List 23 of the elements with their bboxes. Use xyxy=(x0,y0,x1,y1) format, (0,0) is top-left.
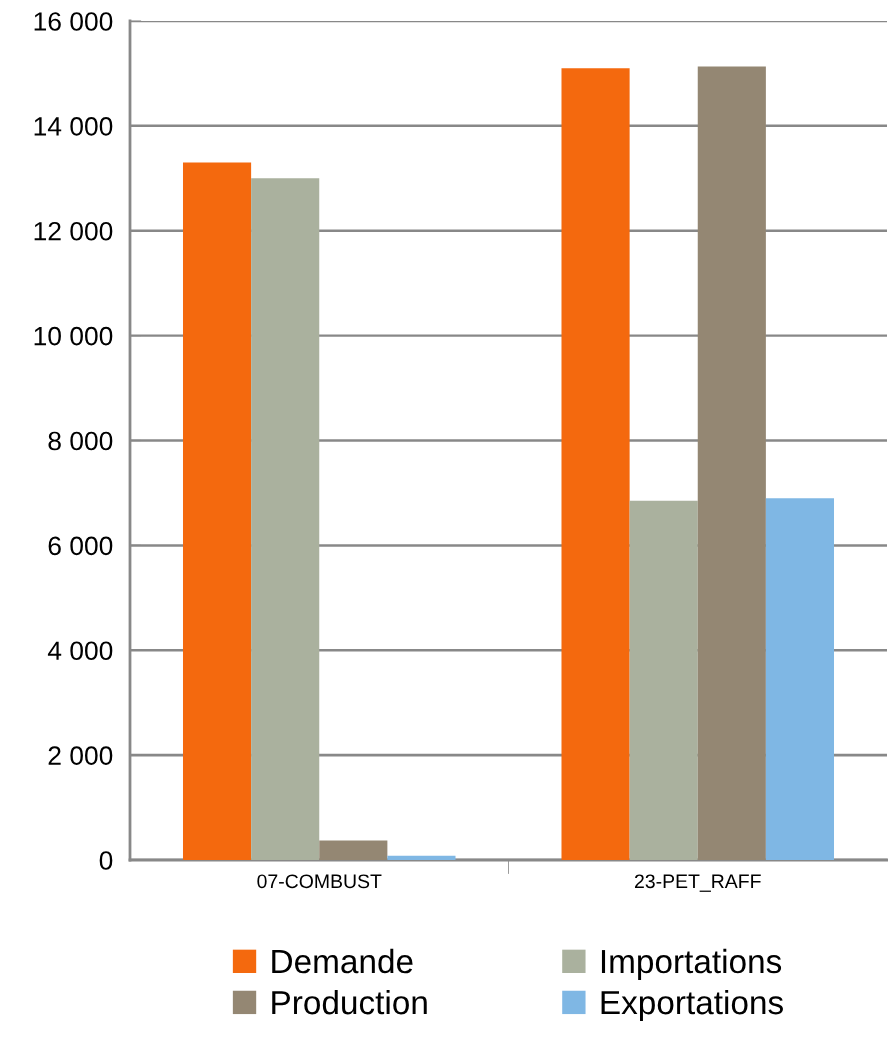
y-tick-label: 6 000 xyxy=(48,536,113,556)
bar xyxy=(697,66,766,860)
y-tick-label: 8 000 xyxy=(48,431,113,451)
legend-label: Production xyxy=(272,989,427,1015)
bar xyxy=(629,500,698,860)
y-tick-label: 14 000 xyxy=(34,117,113,136)
y-tick-label: 2 000 xyxy=(48,746,113,765)
y-tick-label: 16 000 xyxy=(34,12,113,31)
bar xyxy=(561,68,630,860)
bar xyxy=(387,855,456,860)
bar xyxy=(182,162,252,860)
x-tick-label: 23-PET_RAFF xyxy=(634,874,761,892)
legend-label: Exportations xyxy=(601,989,783,1021)
legend-label: Demande xyxy=(272,948,413,974)
x-tick-label: 07-COMBUST xyxy=(257,874,382,889)
y-tick-label: 4 000 xyxy=(47,641,113,661)
bar xyxy=(319,840,388,860)
y-tick-label: 0 xyxy=(99,851,113,870)
bar xyxy=(765,498,835,860)
bar xyxy=(251,178,320,860)
y-tick-label: 12 000 xyxy=(34,221,113,241)
legend-label: Importations xyxy=(601,948,782,980)
y-tick-label: 10 000 xyxy=(34,326,113,346)
